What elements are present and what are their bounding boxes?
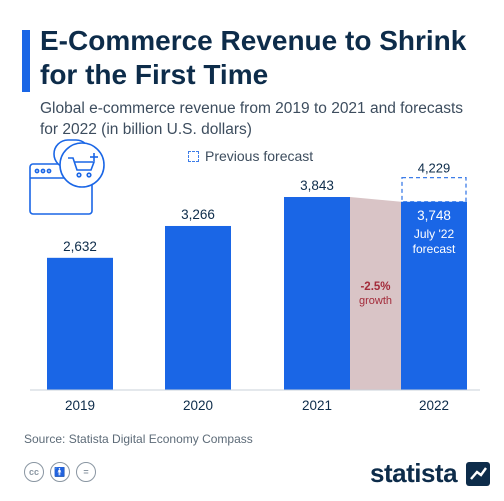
previous-forecast-label: 4,229: [418, 161, 451, 176]
legend-label: Previous forecast: [205, 148, 314, 164]
legend-dashed-swatch: [188, 150, 199, 162]
value-label-2021: 3,843: [300, 178, 334, 193]
bar-2020: [165, 225, 231, 390]
change-band: [350, 197, 401, 390]
brand-mark-icon: [466, 462, 490, 486]
x-tick-label-2022: 2022: [419, 398, 449, 413]
x-tick-label-2019: 2019: [65, 398, 95, 413]
previous-forecast-outline: [401, 176, 467, 203]
x-tick-label-2021: 2021: [302, 398, 332, 413]
chart-subtitle: Global e-commerce revenue from 2019 to 2…: [40, 100, 464, 138]
change-annotation-line: -2.5%: [360, 281, 390, 293]
forecast-note-line: July '22: [414, 227, 455, 241]
legend: Previous forecast: [188, 148, 313, 164]
brand-logo[interactable]: statista: [370, 458, 458, 488]
equals-icon[interactable]: =: [76, 462, 96, 482]
x-tick-label-2020: 2020: [183, 398, 213, 413]
value-label-2019: 2,632: [63, 239, 97, 254]
title-accent-bar: [22, 30, 30, 92]
bar-2022: [401, 201, 467, 390]
forecast-note-line: forecast: [413, 242, 456, 256]
value-label-2020: 3,266: [181, 207, 215, 222]
value-label-2022: 3,748: [417, 208, 451, 223]
plot-area: 4,229 2,632 2019 3,266 2020 3,843 2021 3,748 Jul…: [30, 161, 480, 413]
person-icon[interactable]: 🚹: [50, 462, 70, 482]
license-icons: cc 🚹 =: [24, 462, 96, 482]
change-annotation-line: growth: [359, 295, 392, 307]
cc-icon[interactable]: cc: [24, 462, 44, 482]
bar-2021: [284, 197, 350, 390]
online-shopping-cart-icon: [29, 139, 105, 215]
bar-2019: [47, 257, 113, 390]
chart-title: E-Commerce Revenue to Shrink for the Fir…: [40, 25, 467, 90]
source-note: Source: Statista Digital Economy Compass: [24, 432, 253, 446]
